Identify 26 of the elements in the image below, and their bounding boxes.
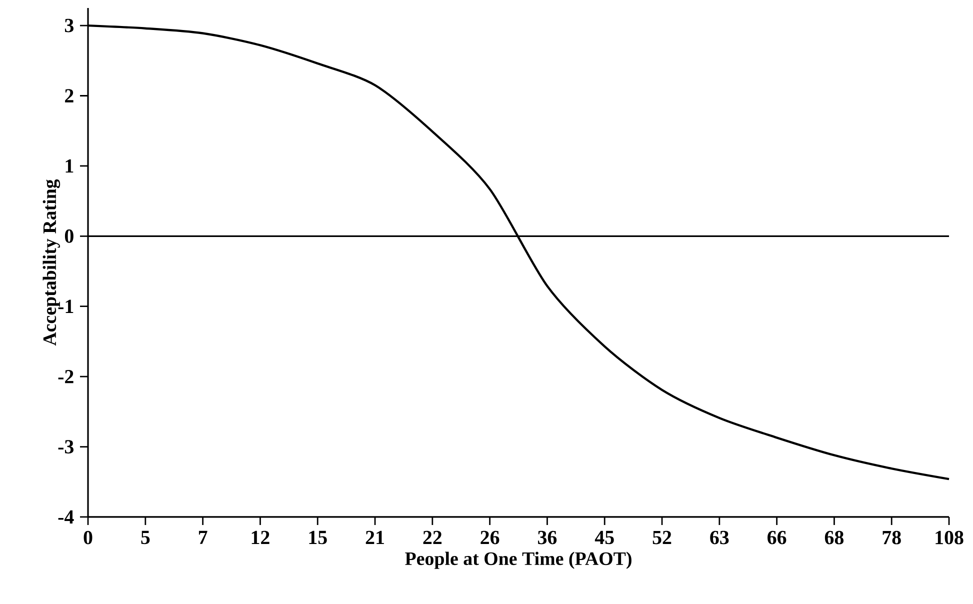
y-tick-label: 3 xyxy=(64,18,74,32)
x-axis-title: People at One Time (PAOT) xyxy=(405,552,632,569)
y-tick-label: -2 xyxy=(58,370,74,384)
x-tick-label: 5 xyxy=(141,530,150,544)
y-tick-label: 1 xyxy=(66,159,74,173)
x-tick-label: 12 xyxy=(252,530,270,544)
x-tick-label: 26 xyxy=(480,530,500,544)
x-tick-label: 66 xyxy=(768,530,786,544)
y-axis-title: Acceptability Rating xyxy=(42,179,60,346)
x-tick-label: 22 xyxy=(423,530,442,544)
y-tick-label: -4 xyxy=(58,510,74,524)
x-tick-label: 36 xyxy=(538,530,557,544)
x-tick-label: 7 xyxy=(198,530,208,544)
x-tick-label: 45 xyxy=(594,530,614,544)
x-tick-label: 0 xyxy=(84,530,92,544)
x-tick-label: 15 xyxy=(309,530,327,544)
y-tick-label: 2 xyxy=(65,89,74,102)
x-tick-label: 68 xyxy=(824,530,844,544)
x-tick-label: 108 xyxy=(936,530,964,544)
x-tick-label: 52 xyxy=(652,530,672,544)
x-tick-label: 63 xyxy=(710,530,729,544)
y-tick-label: -3 xyxy=(58,440,74,454)
x-tick-label: 78 xyxy=(882,530,901,544)
y-tick-label: -1 xyxy=(58,300,74,313)
y-tick-label: 0 xyxy=(64,229,74,243)
x-tick-label: 21 xyxy=(366,530,384,544)
